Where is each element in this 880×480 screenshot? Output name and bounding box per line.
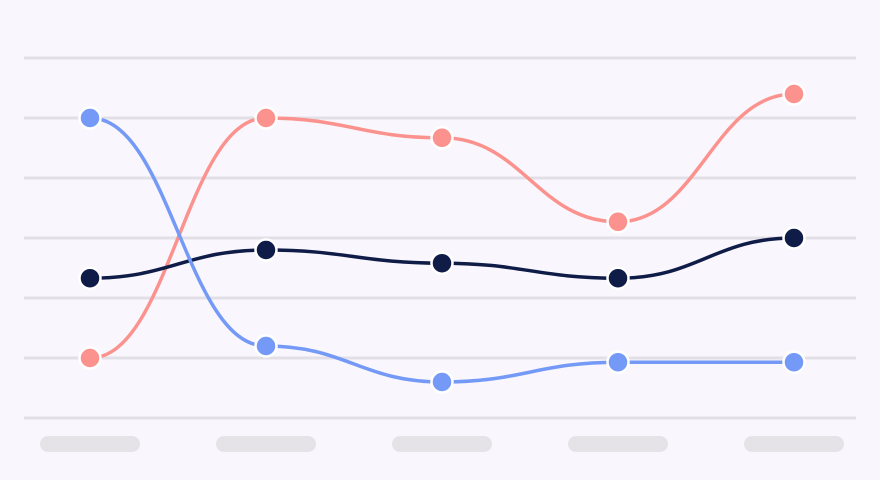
series-1-point xyxy=(782,82,806,106)
gridlines xyxy=(24,56,856,420)
series-1-point xyxy=(430,126,454,150)
series-2-point xyxy=(606,266,630,290)
x-tick-label-placeholder xyxy=(216,436,316,452)
series-3-point xyxy=(78,106,102,130)
x-tick-label-placeholder xyxy=(392,436,492,452)
x-axis-labels xyxy=(40,436,844,452)
series-points xyxy=(78,82,806,394)
x-tick-label-placeholder xyxy=(744,436,844,452)
x-tick-label-placeholder xyxy=(568,436,668,452)
series-line-3 xyxy=(88,116,796,384)
series-2-point xyxy=(782,226,806,250)
series-1-point xyxy=(606,210,630,234)
series-1-point xyxy=(78,346,102,370)
x-tick-label-placeholder xyxy=(40,436,140,452)
series-2-point xyxy=(254,238,278,262)
series-2-point xyxy=(78,266,102,290)
series-1-point xyxy=(254,106,278,130)
series-3-point xyxy=(782,350,806,374)
series-3-point xyxy=(254,334,278,358)
series-3-point xyxy=(430,370,454,394)
series-2-point xyxy=(430,251,454,275)
series-3-point xyxy=(606,350,630,374)
